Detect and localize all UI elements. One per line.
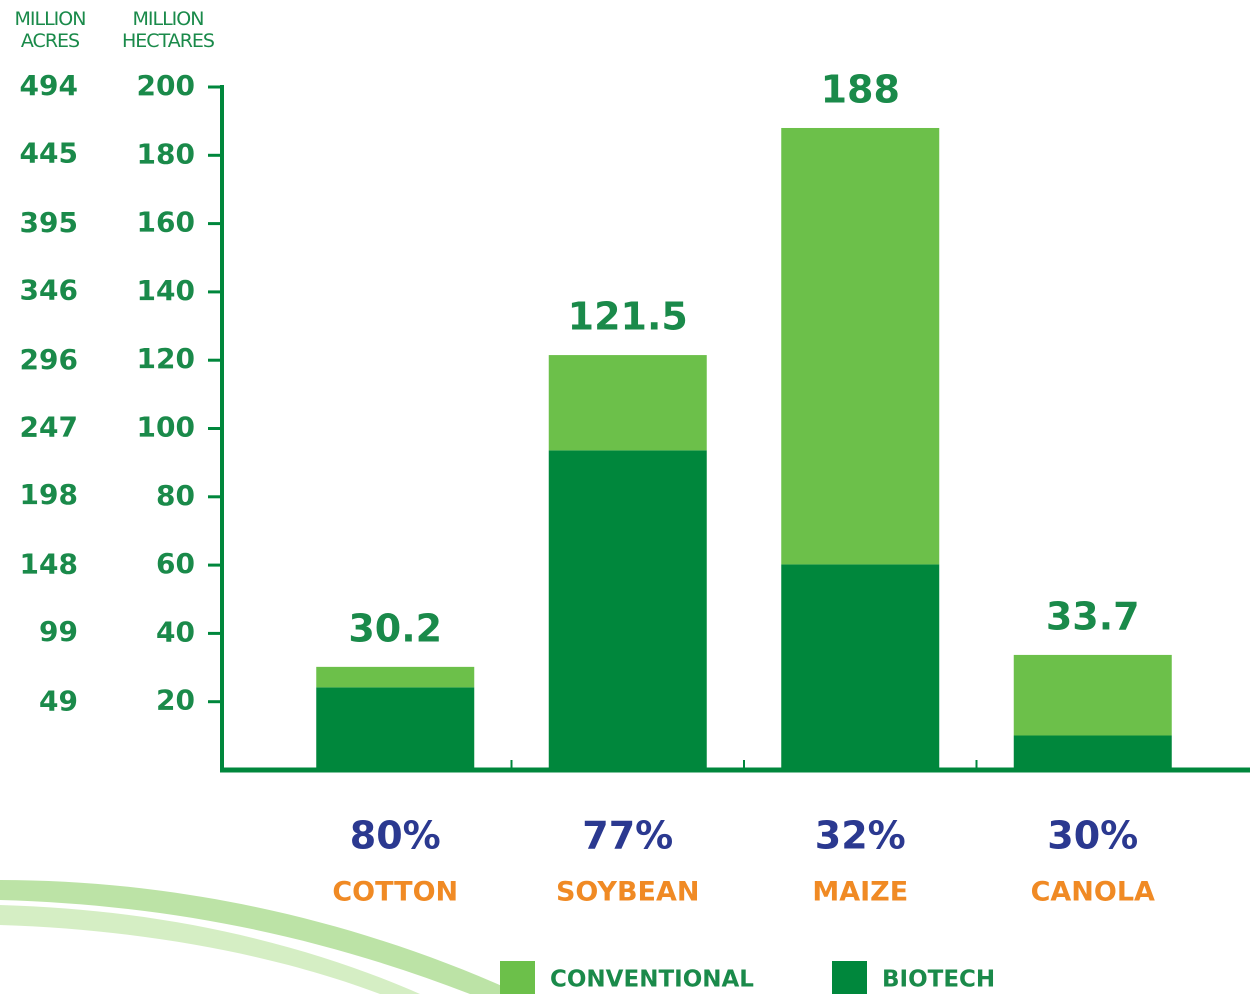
y2-tick-label: 49 — [39, 684, 78, 717]
y2-tick-label: 99 — [39, 615, 78, 648]
bar-segment — [781, 127, 940, 565]
y2-axis-label: MILLION ACRES — [14, 8, 87, 52]
legend-swatch — [832, 961, 867, 994]
decor-swoosh — [0, 905, 420, 994]
y2-tick-label: 247 — [20, 411, 78, 444]
x-tick-label: MAIZE — [812, 877, 908, 908]
bar-segment — [548, 450, 707, 770]
y2-tick-label: 148 — [20, 547, 78, 580]
adoption-label: 77% — [582, 814, 673, 858]
total-label: 30.2 — [348, 606, 442, 650]
bar-segment — [1013, 735, 1172, 770]
y-tick-label: 120 — [137, 342, 195, 375]
y-tick-label: 200 — [137, 69, 195, 102]
y2-tick-label: 445 — [20, 137, 78, 170]
y2-tick-label: 296 — [20, 343, 78, 376]
y-tick-label: 180 — [137, 137, 195, 170]
legend-swatch — [500, 961, 535, 994]
x-tick-label: CANOLA — [1031, 877, 1155, 908]
total-label: 188 — [821, 67, 900, 111]
bar-segment — [548, 355, 707, 451]
legend-label: BIOTECH — [882, 967, 995, 993]
y-tick-label: 60 — [156, 547, 195, 580]
x-tick-label: COTTON — [332, 877, 458, 908]
y-tick-label: 140 — [137, 274, 195, 307]
decor-swoosh — [0, 880, 520, 994]
y-tick-label: 80 — [156, 479, 195, 512]
y-tick-label: 100 — [137, 411, 195, 444]
bar-segment — [316, 666, 475, 688]
x-tick-label: SOYBEAN — [556, 877, 700, 908]
y-axis-label: MILLION HECTARES — [122, 8, 215, 52]
adoption-label: 32% — [815, 814, 906, 858]
adoption-label: 80% — [350, 814, 441, 858]
legend-label: CONVENTIONAL — [550, 967, 754, 993]
y2-tick-label: 395 — [20, 206, 78, 239]
bar-segment — [316, 687, 475, 770]
y2-tick-label: 346 — [20, 274, 78, 307]
bar-segment — [781, 564, 940, 770]
y-tick-label: 20 — [156, 684, 195, 717]
total-label: 121.5 — [568, 295, 688, 339]
y-tick-label: 40 — [156, 615, 195, 648]
bar-segment — [1013, 654, 1172, 736]
y2-tick-label: 198 — [20, 478, 78, 511]
total-label: 33.7 — [1046, 594, 1140, 638]
y2-tick-label: 494 — [20, 69, 78, 102]
y-tick-label: 160 — [137, 206, 195, 239]
adoption-label: 30% — [1047, 814, 1138, 858]
